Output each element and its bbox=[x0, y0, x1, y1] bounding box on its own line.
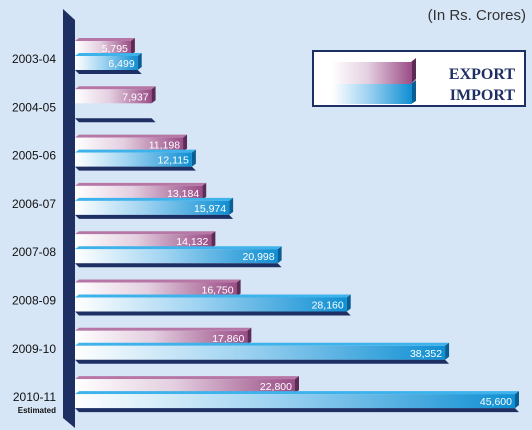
import-bar bbox=[75, 297, 347, 312]
export-bar bbox=[75, 282, 237, 297]
legend-swatch-import bbox=[332, 84, 412, 104]
bar-value-label: 5,795 bbox=[102, 43, 128, 55]
bar-side-face bbox=[137, 53, 142, 70]
export-bar bbox=[75, 379, 295, 394]
legend-swatch-export-shadow bbox=[411, 58, 416, 84]
bar-base-shadow bbox=[75, 70, 142, 74]
export-bar bbox=[75, 89, 152, 104]
import-bar bbox=[75, 249, 278, 264]
bar-side-face bbox=[247, 327, 252, 345]
export-bar bbox=[75, 234, 212, 249]
bar-value-label: 17,860 bbox=[212, 333, 244, 345]
bar-side-face bbox=[445, 342, 450, 360]
bar-top-face bbox=[75, 231, 216, 235]
bar-top-face bbox=[75, 149, 196, 153]
category-label: 2008-09 bbox=[12, 294, 56, 308]
export-bar bbox=[75, 41, 131, 55]
bar-top-face bbox=[75, 86, 156, 90]
category-label: 2010-11 bbox=[13, 390, 56, 404]
import-bar bbox=[75, 152, 192, 167]
bar-base-shadow bbox=[75, 166, 196, 171]
bar-value-label: 16,750 bbox=[201, 285, 233, 297]
import-bar bbox=[75, 200, 230, 215]
category-label: 2009-10 bbox=[12, 342, 56, 356]
bar-top-face bbox=[75, 182, 207, 186]
import-bar bbox=[75, 345, 446, 360]
category-label: 2007-08 bbox=[12, 245, 56, 259]
bar-value-label: 6,499 bbox=[108, 58, 134, 70]
bar-value-label: 28,160 bbox=[312, 300, 344, 312]
export-bar bbox=[75, 330, 248, 345]
bar-value-label: 15,974 bbox=[194, 203, 226, 215]
legend-swatch-export bbox=[332, 62, 412, 84]
bar-value-label: 20,998 bbox=[242, 251, 274, 263]
bar-side-face bbox=[236, 279, 241, 297]
category-label: 2006-07 bbox=[12, 197, 56, 211]
bar-value-label: 38,352 bbox=[410, 348, 442, 360]
bar-side-face bbox=[211, 231, 216, 249]
bar-top-face bbox=[75, 246, 282, 250]
bar-value-label: 11,198 bbox=[149, 140, 180, 152]
bar-top-face bbox=[75, 197, 234, 201]
bar-base-shadow bbox=[75, 408, 519, 413]
import-bar bbox=[75, 394, 515, 409]
legend-label-import: IMPORT bbox=[450, 87, 516, 104]
bar-side-face bbox=[130, 38, 135, 55]
bar-value-label: 22,800 bbox=[260, 381, 292, 393]
bar-side-face bbox=[229, 197, 234, 215]
legend: EXPORT IMPORT bbox=[312, 50, 526, 107]
bar-top-face bbox=[75, 342, 450, 346]
import-bar bbox=[75, 56, 138, 70]
bar-side-face bbox=[191, 149, 196, 167]
chart-axis bbox=[63, 9, 75, 428]
bar-base-shadow bbox=[75, 311, 351, 316]
bar-side-face bbox=[151, 86, 156, 104]
bar-side-face bbox=[295, 376, 299, 394]
unit-note: (In Rs. Crores) bbox=[428, 7, 526, 24]
category-label: 2003-04 bbox=[12, 52, 56, 66]
legend-label-export: EXPORT bbox=[449, 66, 515, 83]
bars-layer: 2003-04 5,795 6,499 2004-05 7,937 2005-06 11,1… bbox=[12, 38, 519, 415]
bar-side-face bbox=[202, 182, 207, 200]
category-note: Estimated bbox=[18, 406, 56, 415]
bar-top-face bbox=[75, 134, 188, 138]
bar-base-shadow bbox=[75, 359, 450, 364]
bar-top-face bbox=[75, 38, 135, 41]
category-label: 2004-05 bbox=[12, 100, 56, 114]
legend-swatch-import-shadow bbox=[411, 80, 416, 104]
bar-value-label: 7,937 bbox=[122, 91, 148, 103]
bar-value-label: 12,115 bbox=[158, 155, 189, 167]
bar-value-label: 13,184 bbox=[167, 188, 199, 200]
bar-top-face bbox=[75, 327, 252, 331]
bar-value-label: 45,600 bbox=[480, 396, 512, 408]
bar-top-face bbox=[75, 376, 299, 380]
bar-side-face bbox=[346, 294, 351, 312]
bar-top-face bbox=[75, 294, 351, 298]
bar-top-face bbox=[75, 279, 241, 283]
bar-side-face bbox=[515, 391, 519, 409]
category-label: 2005-06 bbox=[12, 149, 56, 163]
bar-base-shadow bbox=[75, 118, 156, 123]
bar-top-face bbox=[75, 53, 142, 56]
export-bar bbox=[75, 185, 203, 200]
bar-top-face bbox=[75, 391, 519, 395]
export-bar bbox=[75, 137, 184, 152]
bar-base-shadow bbox=[75, 214, 234, 219]
bar-base-shadow bbox=[75, 263, 282, 268]
bar-side-face bbox=[183, 134, 188, 152]
bar-value-label: 14,132 bbox=[176, 236, 208, 248]
bar-side-face bbox=[277, 246, 282, 264]
